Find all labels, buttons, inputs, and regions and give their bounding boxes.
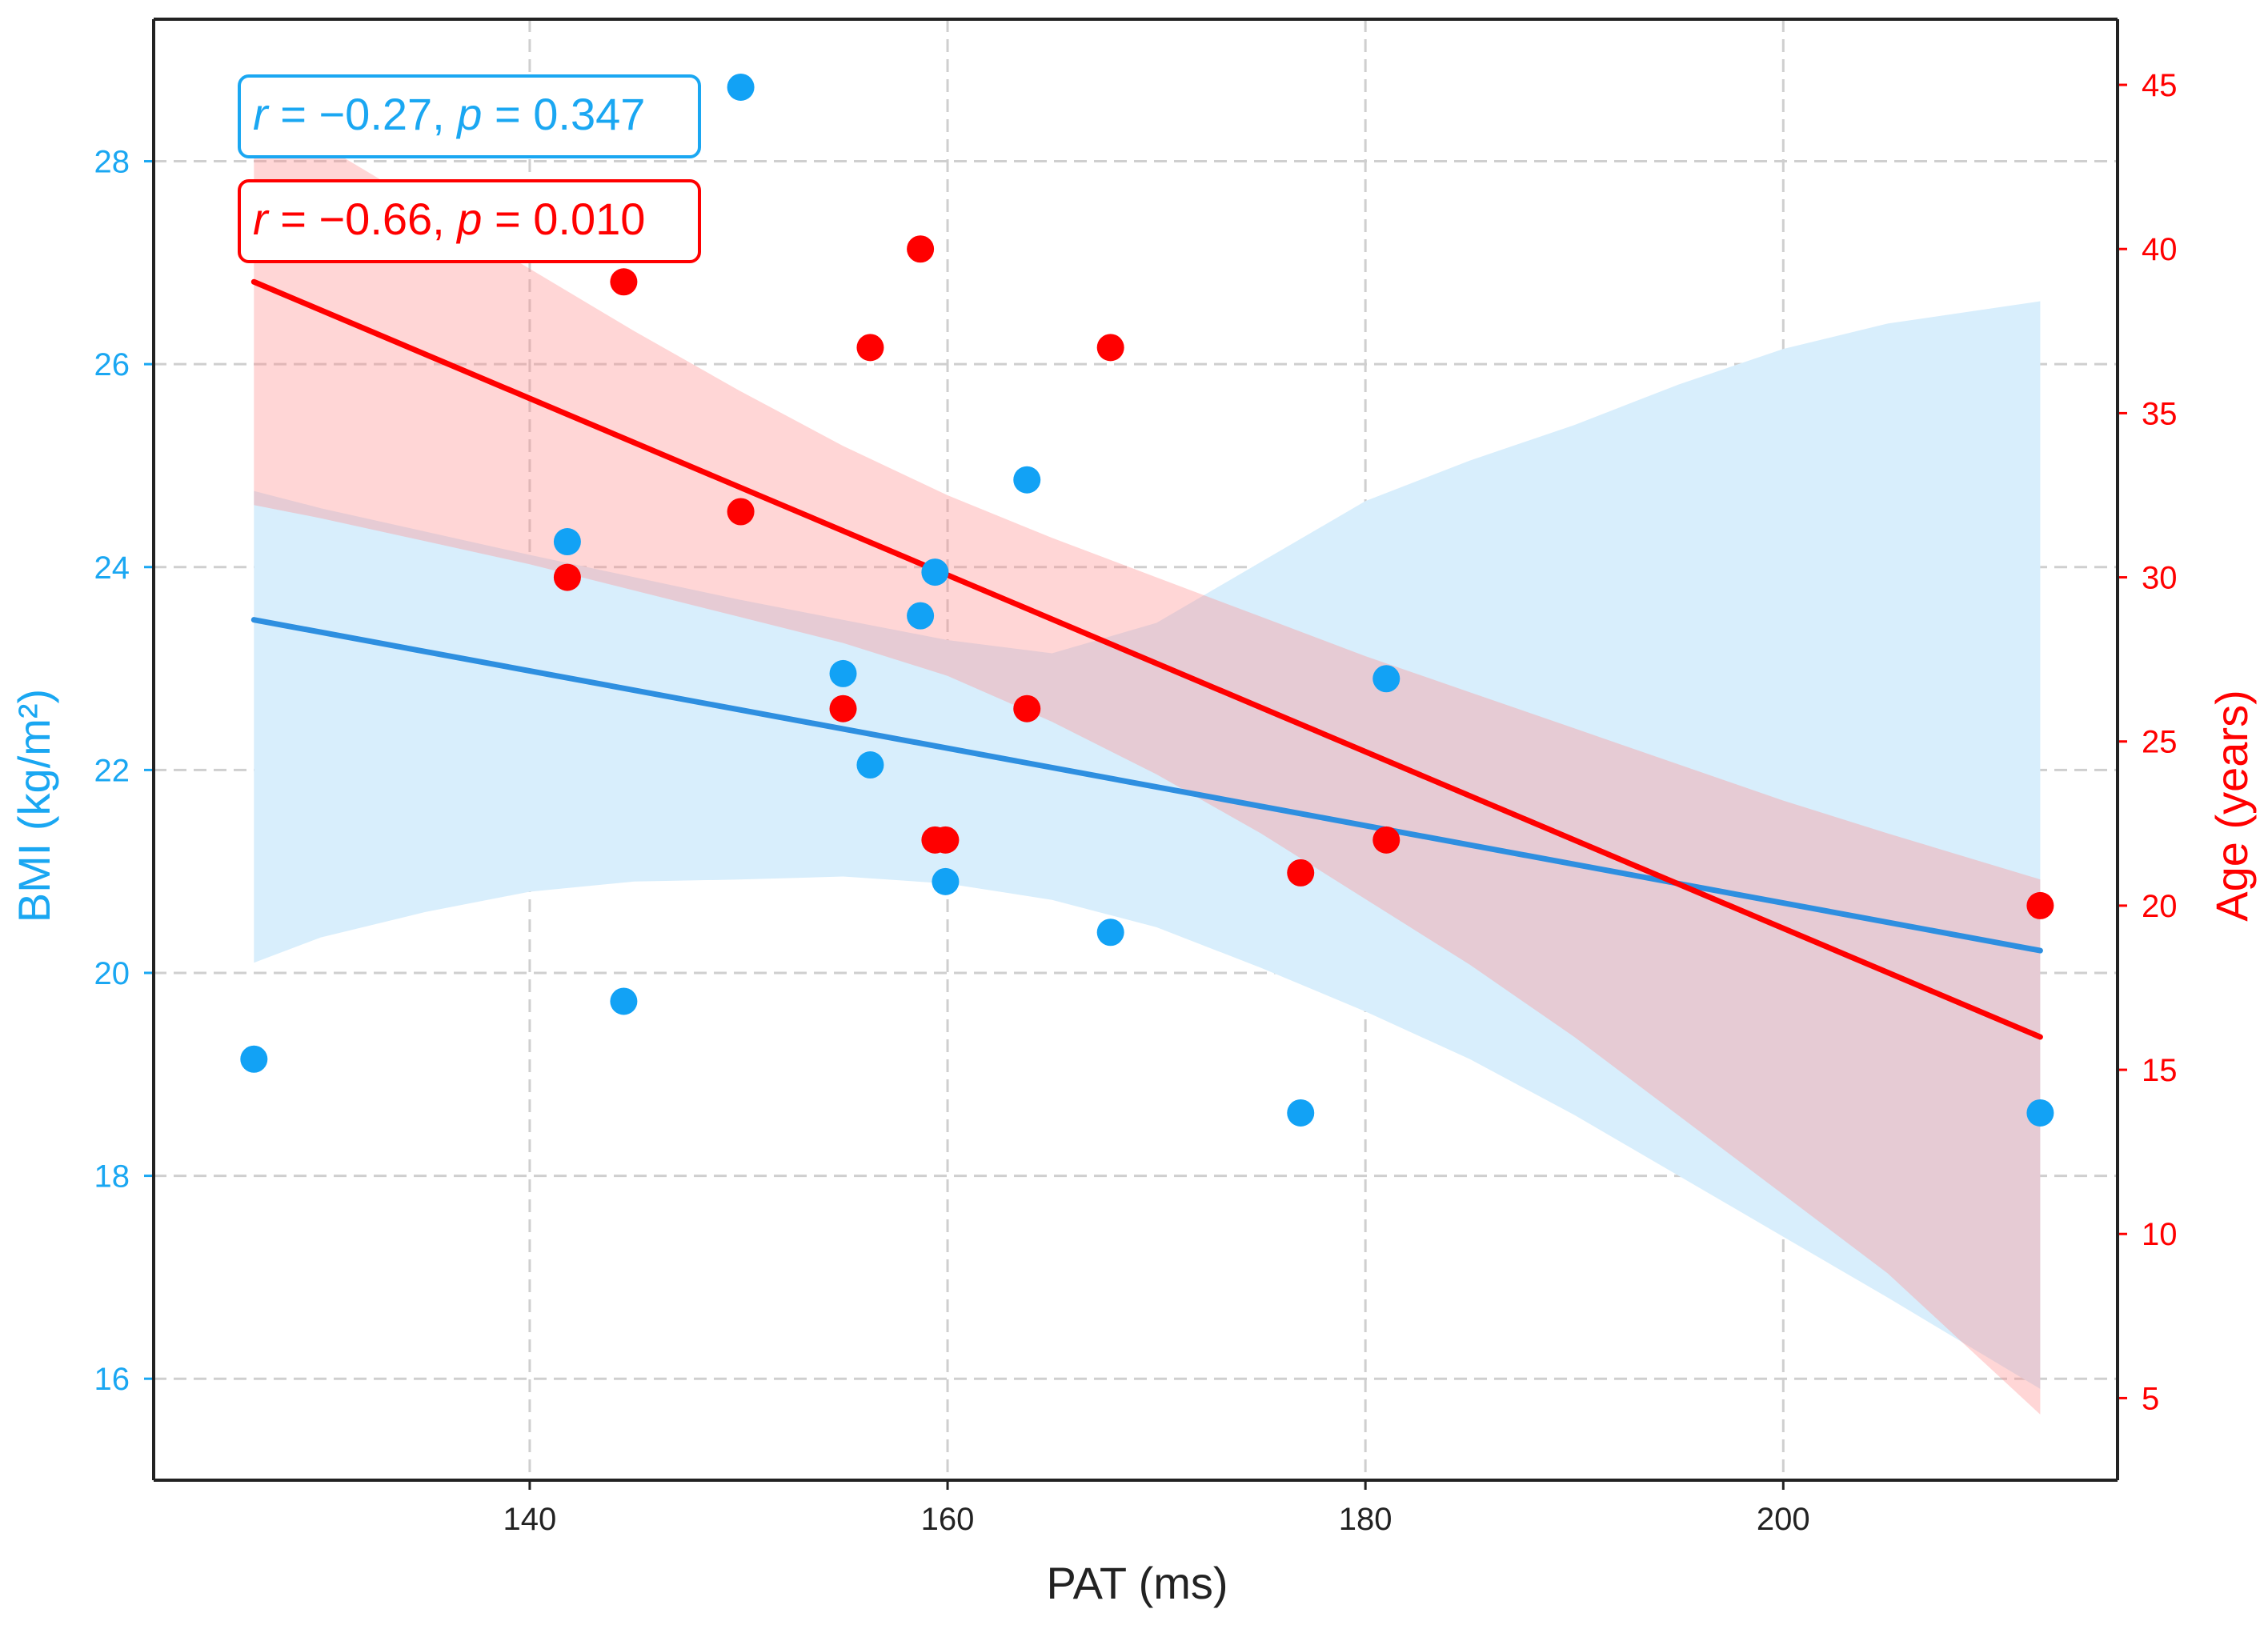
age-data-point (610, 268, 638, 296)
bmi-data-point (932, 867, 960, 895)
bmi-data-point (610, 987, 638, 1015)
age-correlation-annotation: r = −0.66, p = 0.010 (238, 179, 701, 263)
age-data-point (727, 498, 755, 526)
age-data-point (829, 694, 857, 722)
bmi-data-point (1096, 919, 1124, 947)
bmi-correlation-annotation: r = −0.27, p = 0.347 (238, 74, 701, 158)
age-data-point (1287, 859, 1315, 887)
bmi-regression-line (250, 617, 2043, 954)
bmi-data-point (856, 751, 884, 779)
x-tick-label: 140 (503, 1502, 557, 1537)
x-tick-label: 200 (1757, 1502, 1810, 1537)
annotations: r = −0.27, p = 0.347 r = −0.66, p = 0.01… (238, 74, 701, 263)
svg-text:r = −0.66, p = 0.010: r = −0.66, p = 0.010 (253, 194, 645, 244)
age-data-point (1013, 694, 1041, 722)
age-regression-line (250, 278, 2043, 1040)
axes (144, 18, 2127, 1490)
y-right-tick-label: 25 (2142, 725, 2178, 760)
y-right-tick-label: 40 (2142, 232, 2178, 267)
bmi-data-point (553, 528, 581, 556)
age-r-value: = −0.66, (268, 194, 458, 244)
bmi-data-point (727, 73, 755, 101)
y-left-axis-label: BMI (kg/m²) (9, 689, 59, 923)
axis-labels: PAT (ms) BMI (kg/m²) Age (years) (9, 689, 2257, 1608)
y-left-tick-label: 20 (94, 956, 130, 991)
age-r-label: r (253, 194, 270, 244)
age-data-point (1372, 826, 1400, 854)
x-tick-label: 180 (1339, 1502, 1392, 1537)
bmi-data-point (907, 602, 935, 630)
y-right-tick-label: 10 (2142, 1217, 2178, 1252)
y-left-tick-label: 28 (94, 145, 130, 180)
age-data-point (2026, 891, 2054, 919)
bmi-data-point (240, 1045, 268, 1073)
confidence-bands (254, 104, 2041, 1415)
bmi-r-label: r (253, 89, 270, 139)
regression-lines (250, 278, 2043, 1040)
y-left-tick-label: 26 (94, 347, 130, 382)
age-p-value: = 0.010 (482, 194, 645, 244)
y-right-tick-label: 45 (2142, 68, 2178, 103)
y-right-tick-label: 20 (2142, 889, 2178, 924)
age-p-label: p (455, 194, 482, 244)
age-data-point (932, 826, 960, 854)
x-axis-label: PAT (ms) (1046, 1558, 1228, 1608)
x-tick-label: 160 (921, 1502, 975, 1537)
y-right-tick-label: 35 (2142, 396, 2178, 431)
y-right-tick-label: 30 (2142, 561, 2178, 596)
bmi-data-point (1287, 1099, 1315, 1127)
bmi-data-point (1013, 466, 1041, 494)
bmi-p-label: p (455, 89, 482, 139)
age-confidence-band (254, 104, 2041, 1415)
age-data-point (1096, 334, 1124, 362)
y-right-axis-label: Age (years) (2206, 690, 2257, 921)
data-points (240, 73, 2054, 1127)
age-data-point (856, 334, 884, 362)
age-data-point (907, 235, 935, 263)
bmi-data-point (2026, 1099, 2054, 1127)
tick-labels: 140 160 180 200 16 18 20 22 24 26 28 5 10 15 20 25 30 35 4… (94, 68, 2178, 1537)
y-left-tick-label: 16 (94, 1362, 130, 1397)
bmi-data-point (1372, 665, 1400, 693)
y-left-tick-label: 18 (94, 1159, 130, 1195)
y-right-tick-label: 15 (2142, 1053, 2178, 1088)
svg-text:r = −0.27, p = 0.347: r = −0.27, p = 0.347 (253, 89, 645, 139)
bmi-r-value: = −0.27, (268, 89, 458, 139)
bmi-confidence-band (254, 301, 2041, 1389)
bmi-data-point (921, 558, 949, 586)
age-data-point (553, 563, 581, 591)
bmi-p-value: = 0.347 (482, 89, 645, 139)
y-right-tick-label: 5 (2142, 1381, 2159, 1416)
y-left-tick-label: 22 (94, 753, 130, 788)
bmi-data-point (829, 659, 857, 687)
y-left-tick-label: 24 (94, 550, 130, 586)
